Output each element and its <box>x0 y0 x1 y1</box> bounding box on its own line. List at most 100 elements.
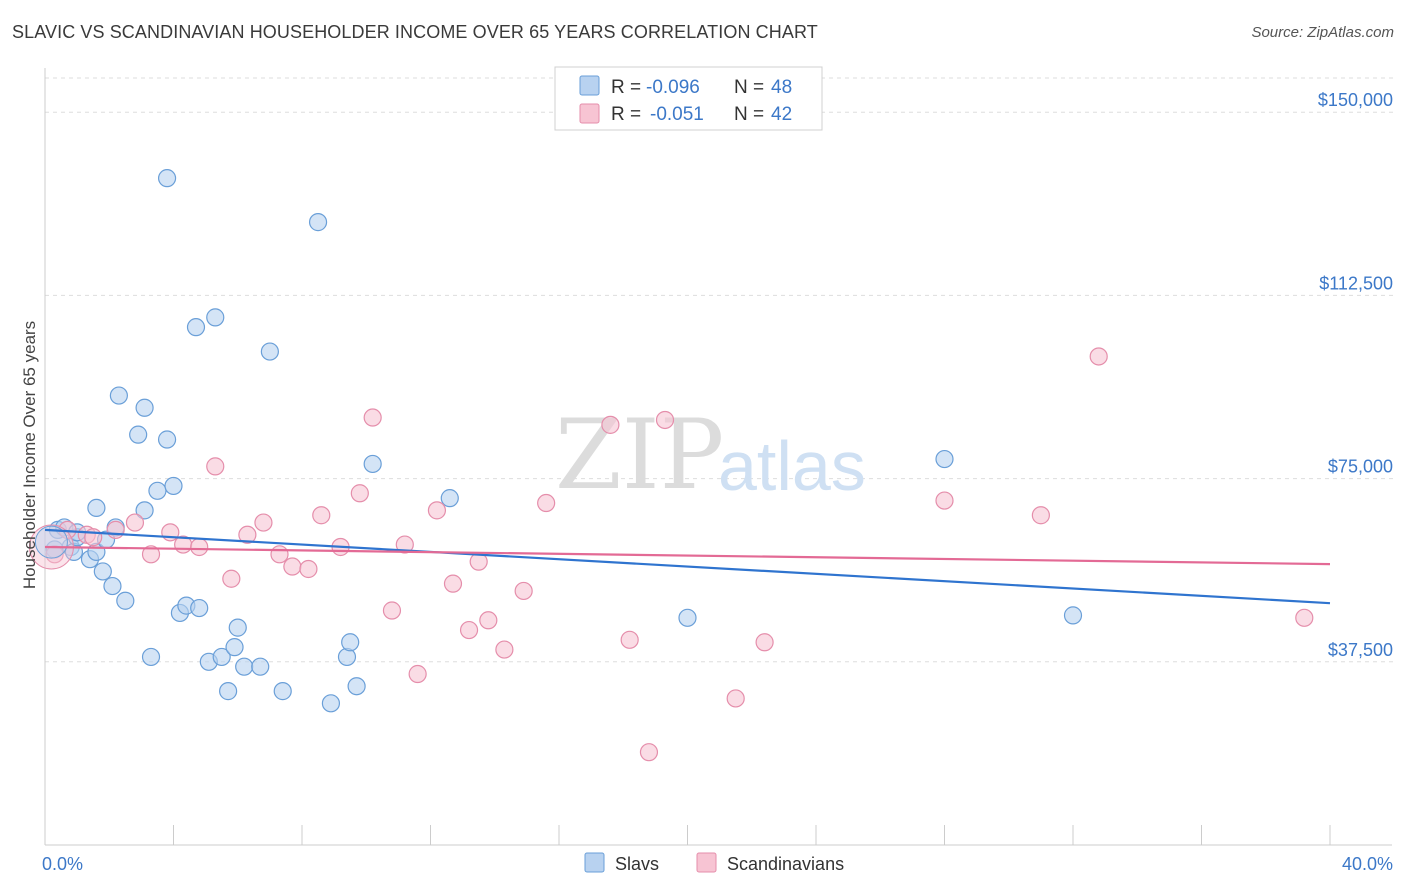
legend-r-value-slavs: -0.096 <box>646 77 700 98</box>
point-slavs <box>129 425 148 444</box>
point-slavs <box>347 677 366 696</box>
point-slavs <box>337 647 357 667</box>
point-scandinavians <box>395 535 414 554</box>
point-slavs <box>103 576 122 596</box>
point-scandinavians <box>270 545 289 564</box>
point-slavs <box>148 481 167 500</box>
point-scandinavians <box>459 620 479 640</box>
point-scandinavians <box>206 457 225 476</box>
trend-line-slavs <box>44 528 1331 605</box>
point-slavs <box>341 633 360 652</box>
point-slavs <box>235 657 254 676</box>
point-slavs <box>678 608 697 627</box>
point-slavs <box>135 501 154 520</box>
bottom-legend-label-scandinavians: Scandinavians <box>727 854 844 874</box>
point-scandinavians <box>141 545 161 564</box>
point-slavs <box>440 489 459 508</box>
point-slavs <box>206 308 225 327</box>
chart-title: SLAVIC VS SCANDINAVIAN HOUSEHOLDER INCOM… <box>12 22 818 42</box>
point-slavs <box>308 213 328 232</box>
point-slavs <box>157 169 177 188</box>
point-slavs <box>190 598 209 618</box>
watermark: ZIP atlas <box>555 399 866 511</box>
point-scandinavians <box>537 493 556 513</box>
legend-n-label-scandinavians: N = <box>734 104 764 125</box>
x-tick-label-end: 40.0% <box>1342 854 1393 874</box>
point-slavs <box>135 398 154 417</box>
bottom-legend-swatch-scandinavians <box>696 852 717 873</box>
point-scandinavians <box>935 491 954 510</box>
point-slavs <box>273 682 292 701</box>
point-cluster-slavs <box>34 525 68 559</box>
point-scandinavians <box>479 611 498 630</box>
y-tick-label: $112,500 <box>1319 273 1393 293</box>
axes <box>44 68 1392 846</box>
trend-lines <box>44 528 1331 605</box>
point-scandinavians <box>350 484 369 503</box>
point-slavs <box>164 476 183 496</box>
legend-n-value-scandinavians: 42 <box>771 104 792 125</box>
gridlines <box>45 77 1395 663</box>
point-slavs <box>1063 606 1083 625</box>
point-slavs <box>251 657 270 676</box>
point-scandinavians <box>283 557 302 576</box>
point-scandinavians <box>363 408 382 427</box>
point-scandinavians <box>125 513 145 532</box>
point-slavs <box>219 682 238 701</box>
point-scandinavians <box>601 415 620 434</box>
point-scandinavians <box>427 501 447 520</box>
point-scandinavians <box>190 537 209 557</box>
point-scandinavians <box>408 664 427 684</box>
point-slavs <box>260 342 279 361</box>
point-slavs <box>93 562 112 581</box>
point-scandinavians <box>254 513 273 532</box>
source-credit: Source: ZipAtlas.com <box>1251 24 1394 41</box>
legend: R = -0.096 N = 48 R = -0.051 N = 42 <box>554 66 823 131</box>
point-scandinavians <box>620 630 639 649</box>
point-scandinavians <box>299 559 318 579</box>
point-scandinavians <box>514 581 533 601</box>
point-slavs <box>116 591 135 610</box>
trend-line-scandinavians <box>44 545 1331 566</box>
y-tick-label: $150,000 <box>1318 90 1393 110</box>
point-scandinavians <box>639 743 659 762</box>
point-scandinavians <box>655 410 675 430</box>
point-scandinavians <box>238 525 257 544</box>
point-slavs <box>87 498 106 518</box>
bottom-legend-label-slavs: Slavs <box>615 854 659 874</box>
point-scandinavians <box>755 633 774 652</box>
y-tick-label: $75,000 <box>1328 457 1393 477</box>
point-scandinavians <box>495 640 514 659</box>
watermark-zip: ZIP <box>555 399 724 511</box>
bottom-legend: Slavs Scandinavians <box>584 852 844 874</box>
legend-swatch-slavs <box>579 75 600 96</box>
point-slavs <box>228 618 247 637</box>
x-tick-label-start: 0.0% <box>42 854 83 874</box>
legend-swatch-scandinavians <box>579 103 600 124</box>
point-slavs <box>109 386 128 405</box>
legend-r-label-scandinavians: R = <box>611 104 641 125</box>
legend-n-label-slavs: N = <box>734 77 764 98</box>
point-scandinavians <box>1089 347 1108 366</box>
point-scandinavians <box>106 520 125 539</box>
legend-n-value-slavs: 48 <box>771 77 792 98</box>
legend-r-value-scandinavians: -0.051 <box>650 104 704 125</box>
point-scandinavians <box>443 574 463 593</box>
point-slavs <box>141 647 161 667</box>
point-slavs <box>321 694 341 713</box>
point-slavs <box>157 430 177 449</box>
y-axis-title: Householder Income Over 65 years <box>20 321 39 589</box>
bottom-legend-swatch-slavs <box>584 852 605 873</box>
point-scandinavians <box>382 601 402 620</box>
legend-r-label-slavs: R = <box>611 77 641 98</box>
point-scandinavians <box>222 569 241 588</box>
watermark-atlas: atlas <box>718 427 866 505</box>
y-tick-label: $37,500 <box>1328 640 1393 660</box>
point-scandinavians <box>1295 608 1314 627</box>
point-scandinavians <box>1031 506 1050 525</box>
point-slavs <box>212 647 231 667</box>
point-slavs <box>935 449 954 469</box>
point-scandinavians <box>312 506 331 525</box>
point-slavs <box>186 318 206 337</box>
